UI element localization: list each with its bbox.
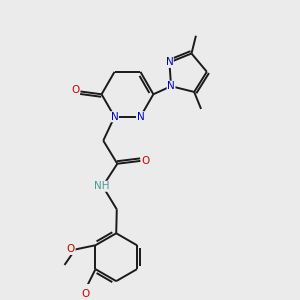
Text: N: N	[136, 112, 144, 122]
Text: O: O	[71, 85, 80, 95]
Text: N: N	[167, 81, 175, 91]
Text: N: N	[166, 57, 173, 68]
Text: O: O	[67, 244, 75, 254]
Text: O: O	[82, 289, 90, 299]
Text: NH: NH	[94, 181, 109, 191]
Text: O: O	[141, 156, 150, 166]
Text: N: N	[111, 112, 119, 122]
